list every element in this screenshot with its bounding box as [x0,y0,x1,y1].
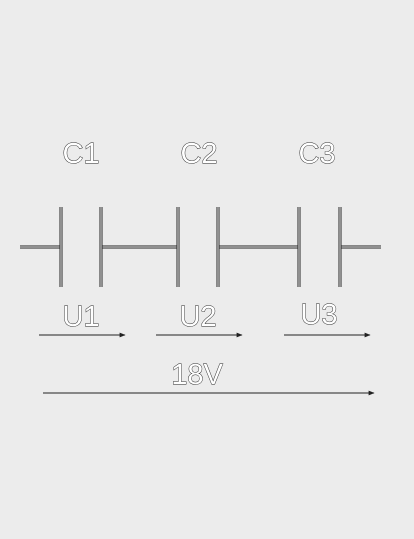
capacitor-c2: C2 [176,138,220,287]
capacitor-c2-label: C2 [180,138,217,170]
total-voltage: 18V [43,359,375,396]
capacitor-c3: C3 [297,138,342,287]
voltage-u3: U3 [284,299,371,338]
capacitor-c1-label: C1 [62,138,99,170]
voltage-u2-label: U2 [179,301,216,333]
total-voltage-label: 18V [171,359,223,391]
voltage-u1-label: U1 [62,301,99,333]
capacitor-c3-label: C3 [298,138,335,170]
voltage-u1: U1 [39,301,126,338]
voltage-u2: U2 [156,301,243,338]
voltage-u3-label: U3 [300,299,337,331]
capacitor-c1: C1 [59,138,103,287]
